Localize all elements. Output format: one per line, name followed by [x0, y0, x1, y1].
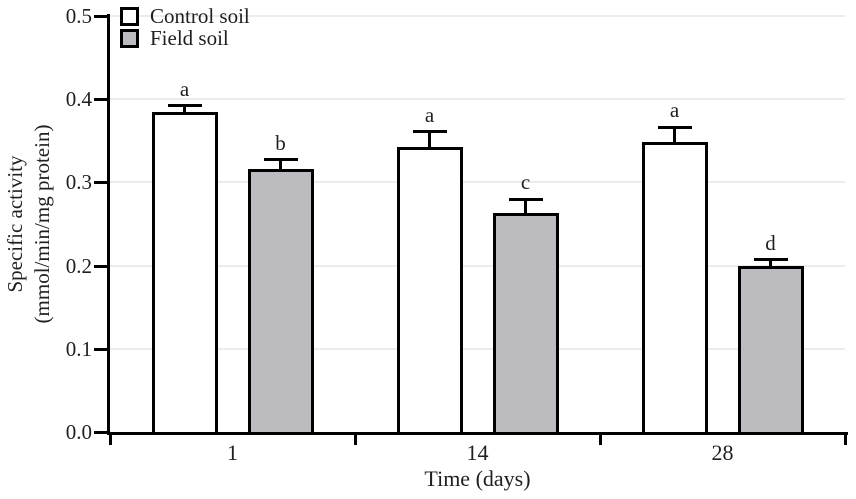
y-tick-label-0.3: 0.3	[65, 170, 92, 194]
y-tick-0.3	[94, 181, 107, 184]
y-tick-0.4	[94, 98, 107, 101]
significance-letter-control-soil-day-1: a	[179, 76, 190, 101]
y-axis-title: Specific activity (mmol/min/mg protein)	[2, 14, 58, 434]
error-cap-field-soil-day-28	[753, 258, 788, 262]
y-tick-0.0	[94, 431, 107, 434]
y-tick-0.1	[94, 348, 107, 351]
error-cap-field-soil-day-14	[508, 197, 543, 201]
legend-item-control-soil: Control soil	[120, 4, 250, 28]
y-tick-label-0.5: 0.5	[65, 4, 92, 28]
legend-item-field-soil: Field soil	[120, 26, 250, 50]
error-cap-control-soil-day-28	[657, 125, 692, 129]
y-tick-0.2	[94, 265, 107, 268]
gridline-0.1	[110, 348, 845, 350]
legend-label: Control soil	[150, 4, 250, 28]
y-axis-line	[107, 14, 110, 435]
y-tick-label-0.2: 0.2	[65, 254, 92, 278]
bar-control-soil-day-14	[396, 147, 463, 435]
x-tick-1	[353, 434, 357, 445]
x-tick-label-1: 1	[227, 440, 238, 465]
y-tick-label-0.0: 0.0	[65, 420, 92, 444]
y-tick-label-0.4: 0.4	[65, 87, 92, 111]
x-tick-label-28: 28	[711, 440, 734, 465]
legend-swatch-field-soil	[120, 29, 139, 48]
x-axis-title: Time (days)	[424, 466, 531, 491]
x-tick-2	[598, 434, 602, 445]
error-cap-control-soil-day-14	[412, 130, 447, 134]
error-stem-control-soil-day-14	[428, 131, 431, 150]
significance-letter-field-soil-day-1: b	[275, 130, 286, 155]
gridline-0.2	[110, 265, 845, 267]
y-tick-label-0.1: 0.1	[65, 337, 92, 361]
x-tick-0	[108, 434, 112, 445]
bar-control-soil-day-1	[151, 111, 218, 435]
bar-control-soil-day-28	[641, 142, 708, 435]
error-cap-control-soil-day-1	[167, 104, 202, 108]
significance-letter-field-soil-day-28: d	[765, 230, 776, 255]
significance-letter-field-soil-day-14: c	[520, 170, 531, 195]
error-stem-control-soil-day-28	[673, 127, 676, 145]
x-tick-label-14: 14	[466, 440, 489, 465]
legend: Control soil Field soil	[120, 4, 250, 51]
gridline-0.3	[110, 181, 845, 183]
bar-field-soil-day-28	[737, 266, 804, 435]
y-axis-title-line1: Specific activity	[3, 155, 27, 293]
error-stem-field-soil-day-28	[769, 259, 772, 269]
x-tick-3	[843, 434, 847, 445]
error-stem-control-soil-day-1	[183, 105, 186, 114]
y-tick-0.5	[94, 15, 107, 18]
x-axis-line	[107, 432, 848, 435]
bar-field-soil-day-14	[492, 213, 559, 435]
error-cap-field-soil-day-1	[263, 158, 298, 162]
error-stem-field-soil-day-14	[524, 199, 527, 216]
gridline-0.4	[110, 98, 845, 100]
bar-field-soil-day-1	[247, 169, 314, 435]
gridline-0.5	[110, 15, 845, 17]
significance-letter-control-soil-day-14: a	[424, 102, 435, 127]
error-stem-field-soil-day-1	[279, 159, 282, 172]
y-axis-title-line2: (mmol/min/mg protein)	[30, 124, 54, 324]
significance-letter-control-soil-day-28: a	[669, 98, 680, 123]
legend-label: Field soil	[150, 26, 229, 50]
legend-swatch-control-soil	[120, 7, 139, 26]
